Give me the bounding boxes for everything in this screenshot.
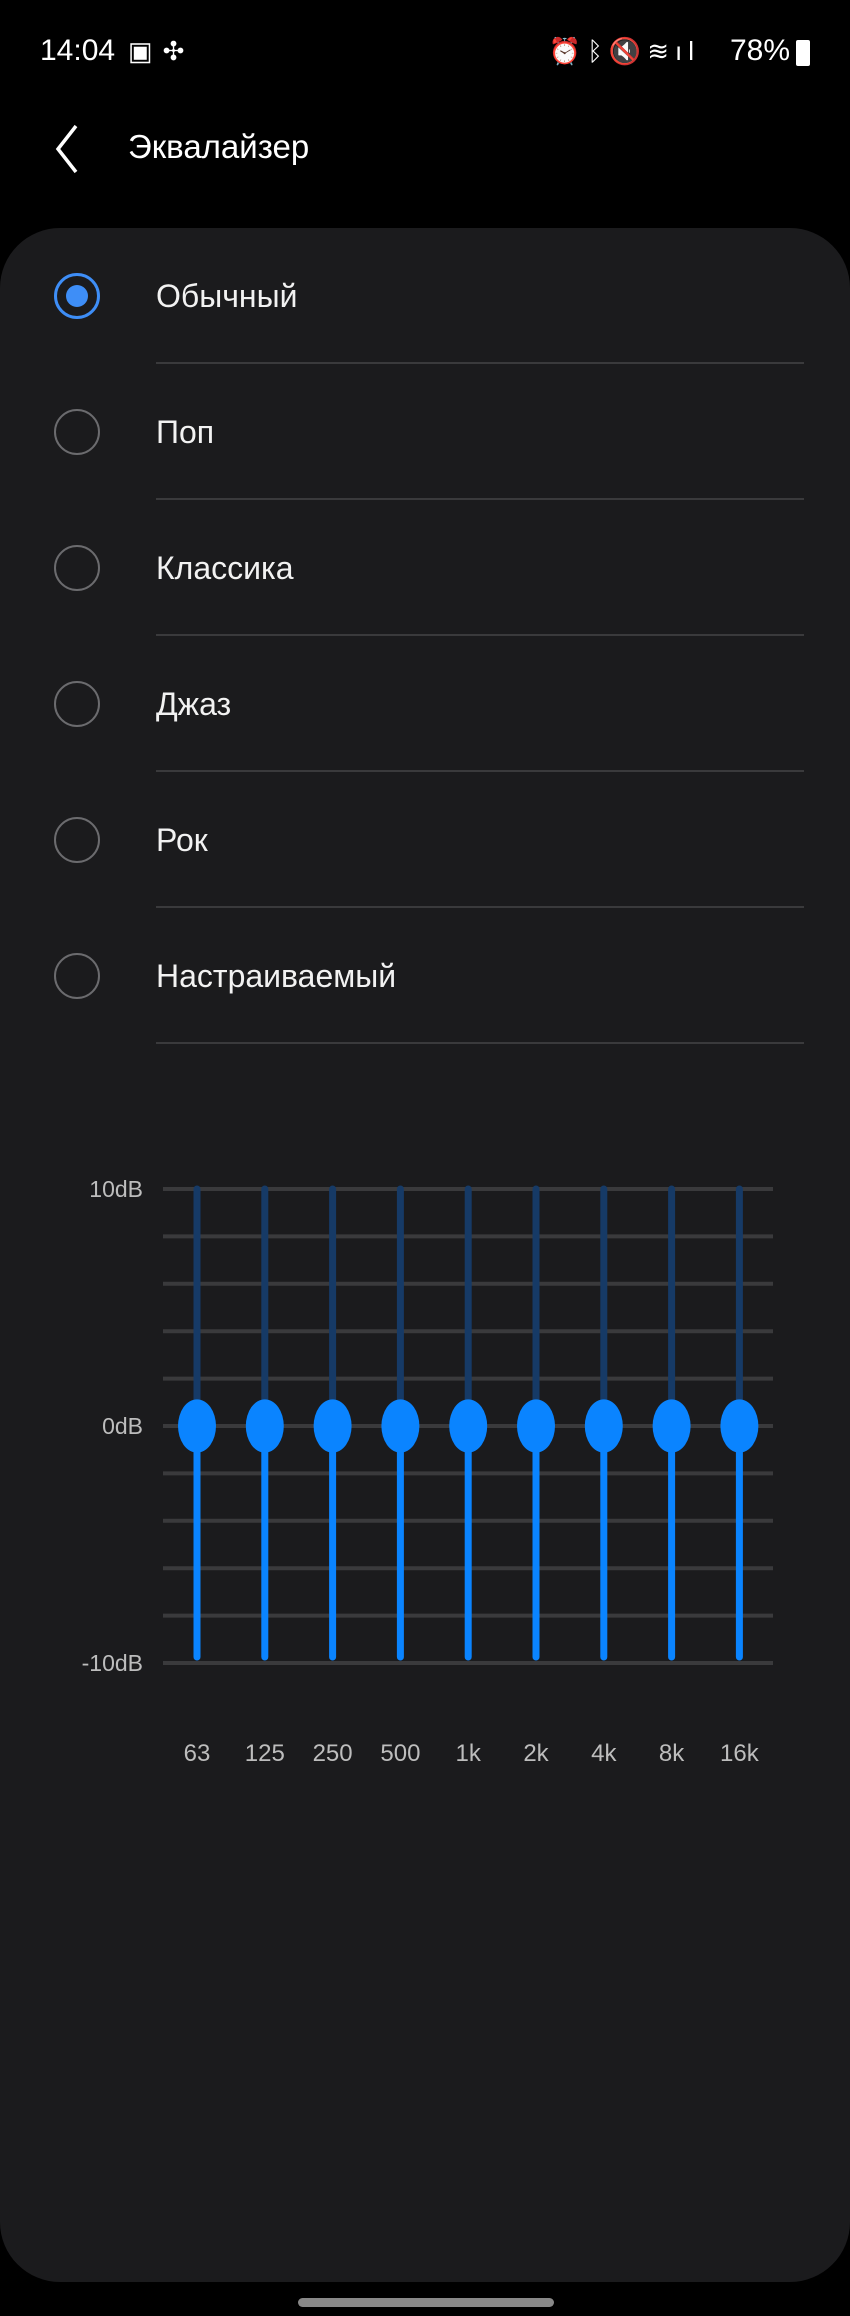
- divider: [156, 498, 804, 500]
- frequency-label: 16k: [720, 1740, 760, 1767]
- equalizer-chart: 10dB 0dB -10dB 63 125 250 500 1k 2k 4k 8k 16k: [82, 1176, 773, 1767]
- signal-icon: ıl: [675, 36, 700, 66]
- preset-item[interactable]: Джаз: [0, 636, 850, 772]
- page-title: Эквалайзер: [128, 128, 310, 165]
- slider-knob[interactable]: [720, 1399, 759, 1453]
- frequency-label: 1k: [456, 1740, 482, 1767]
- clock: 14:04: [40, 34, 116, 67]
- preset-item[interactable]: Поп: [0, 364, 850, 500]
- mute-icon: 🔇: [608, 36, 648, 66]
- frequency-label: 8k: [659, 1740, 685, 1767]
- frequency-label: 125: [245, 1740, 285, 1767]
- equalizer-card: Обычный Поп Классика Джаз Рок Настраиваемый 1…: [0, 228, 850, 2282]
- slider-knob[interactable]: [381, 1399, 420, 1453]
- frequency-label: 250: [313, 1740, 353, 1767]
- frequency-label: 2k: [523, 1740, 549, 1767]
- slider-knob[interactable]: [313, 1399, 352, 1453]
- frequency-label: 4k: [591, 1740, 617, 1767]
- preset-label: Джаз: [156, 686, 232, 722]
- chevron-left-icon: [55, 124, 78, 174]
- radio-button[interactable]: [54, 953, 100, 999]
- radio-button[interactable]: [54, 273, 100, 319]
- preset-label: Поп: [156, 414, 215, 450]
- battery-icon: [796, 40, 810, 66]
- preset-item[interactable]: Обычный: [0, 228, 850, 364]
- divider: [156, 906, 804, 908]
- slider-knob[interactable]: [584, 1399, 623, 1453]
- radio-button[interactable]: [54, 545, 100, 591]
- status-bar: 14:04 ▣✣ ⏰ᛒ🔇≋ıl 78%: [0, 30, 850, 76]
- battery-percent: 78%: [729, 34, 790, 67]
- y-tick-label: 0dB: [102, 1413, 143, 1439]
- radio-button[interactable]: [54, 681, 100, 727]
- wifi-icon: ≋: [647, 36, 675, 66]
- divider: [156, 770, 804, 772]
- radio-button[interactable]: [54, 409, 100, 455]
- preset-label: Настраиваемый: [156, 958, 397, 994]
- slider-knob[interactable]: [517, 1399, 555, 1453]
- divider: [156, 634, 804, 636]
- divider: [156, 362, 804, 364]
- divider: [156, 1042, 804, 1044]
- preset-item[interactable]: Классика: [0, 500, 850, 636]
- preset-item[interactable]: Настраиваемый: [0, 908, 850, 1044]
- image-icon: ▣: [128, 36, 163, 66]
- frequency-label: 500: [380, 1740, 420, 1767]
- preset-label: Рок: [156, 822, 208, 858]
- system-icons: ⏰ᛒ🔇≋ıl: [549, 36, 700, 67]
- slider-knob[interactable]: [652, 1399, 691, 1453]
- alarm-icon: ⏰: [548, 36, 588, 66]
- slider-knob[interactable]: [449, 1399, 488, 1453]
- fan-icon: ✣: [162, 36, 195, 66]
- preset-label: Обычный: [156, 278, 298, 314]
- bluetooth-icon: ᛒ: [587, 36, 609, 66]
- slider-knob[interactable]: [178, 1399, 216, 1453]
- back-button[interactable]: [52, 122, 92, 176]
- preset-item[interactable]: Рок: [0, 772, 850, 908]
- y-tick-label: -10dB: [82, 1650, 143, 1676]
- notification-icons: ▣✣: [128, 36, 194, 67]
- preset-label: Классика: [156, 550, 294, 586]
- radio-button[interactable]: [54, 817, 100, 863]
- home-indicator[interactable]: [298, 2298, 554, 2307]
- frequency-label: 63: [184, 1740, 211, 1767]
- slider-knob[interactable]: [245, 1399, 284, 1453]
- y-tick-label: 10dB: [89, 1176, 143, 1202]
